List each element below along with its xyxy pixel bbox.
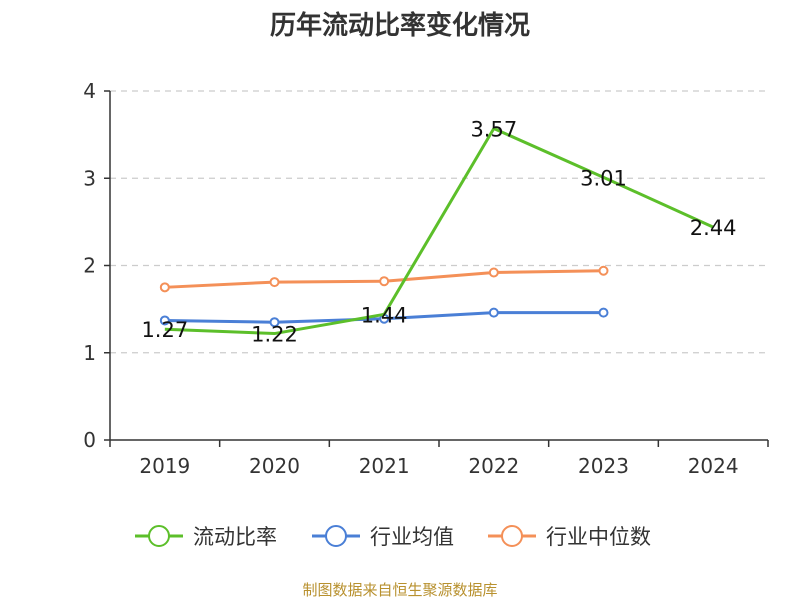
legend-marker xyxy=(148,525,170,547)
x-tick-label: 2020 xyxy=(249,454,300,478)
data-label: 1.27 xyxy=(141,318,188,342)
x-tick-label: 2019 xyxy=(139,454,190,478)
data-point xyxy=(488,267,499,278)
y-tick-label: 4 xyxy=(83,79,96,103)
legend-label: 流动比率 xyxy=(193,525,277,549)
x-tick-label: 2021 xyxy=(359,454,410,478)
data-point xyxy=(269,277,280,288)
chart-title: 历年流动比率变化情况 xyxy=(270,10,530,41)
data-point xyxy=(159,315,170,326)
data-label: 3.57 xyxy=(470,118,517,142)
source-note: 制图数据来自恒生聚源数据库 xyxy=(302,581,497,599)
data-point xyxy=(379,276,390,287)
y-tick-label: 2 xyxy=(83,254,96,278)
data-labels: 1.27 1.22 1.44 3.57 3.01 2.44 xyxy=(141,118,736,347)
data-label: 1.22 xyxy=(251,323,298,347)
x-tick-label: 2022 xyxy=(468,454,519,478)
y-tick-label: 1 xyxy=(83,341,96,365)
data-label: 3.01 xyxy=(580,166,627,190)
axes: 0 1 2 3 4 2019 2020 2021 2022 2023 2024 xyxy=(83,79,769,478)
data-point xyxy=(598,307,609,318)
x-tick-label: 2024 xyxy=(688,454,739,478)
legend: 流动比率 行业均值 行业中位数 xyxy=(135,525,651,549)
series-group xyxy=(159,127,714,336)
legend-label: 行业中位数 xyxy=(546,525,651,549)
y-tick-label: 0 xyxy=(83,428,96,452)
legend-marker xyxy=(325,525,347,547)
data-label: 2.44 xyxy=(690,216,737,240)
legend-marker xyxy=(501,525,523,547)
data-point xyxy=(159,282,170,293)
data-point xyxy=(269,317,280,328)
data-label: 1.44 xyxy=(361,303,408,327)
legend-label: 行业均值 xyxy=(370,525,454,549)
x-tick-label: 2023 xyxy=(578,454,629,478)
series-line-0 xyxy=(164,127,714,336)
y-tick-label: 3 xyxy=(83,166,96,190)
data-point xyxy=(598,265,609,276)
data-point xyxy=(488,307,499,318)
